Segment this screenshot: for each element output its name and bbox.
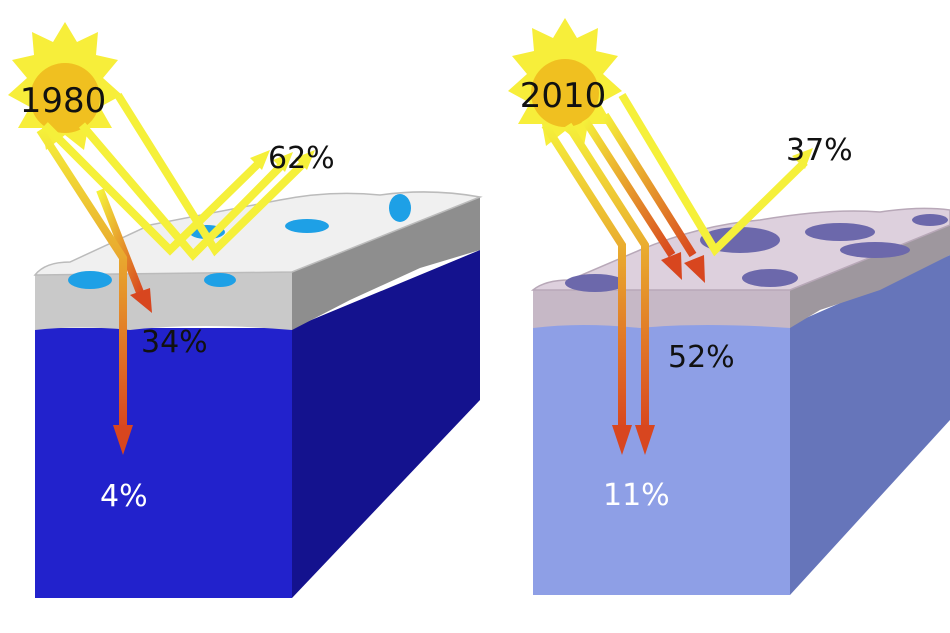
reflected-beams [618,92,813,257]
absorbed-ocean-arrow [36,127,133,455]
reflected-beam [78,122,288,261]
reflected-percent: 37% [786,133,853,168]
melt-ponds [565,214,948,292]
arrowhead [130,288,152,313]
melt-pond [565,274,625,292]
melt-pond [389,194,411,222]
reflected-beam [618,92,808,257]
absorbed-ice-percent: 34% [141,325,208,360]
reflected-percent: 62% [268,141,335,176]
absorbed-ocean-arrows [541,122,655,455]
arrowhead [250,150,270,170]
absorbed-beam [36,127,127,430]
ice-front-face [533,290,790,328]
sun-core [30,63,100,133]
absorbed-ice-arrows [581,112,705,283]
water-front-face [533,325,790,595]
absorbed-beam [581,117,676,258]
ice-top-surface [33,191,483,276]
arrowhead [273,152,293,172]
arrowhead [684,255,705,283]
water-side-face [292,250,480,598]
melt-pond [285,219,329,233]
ice-side-face [790,225,950,328]
melt-pond [204,273,236,287]
year-label: 2010 [520,76,607,116]
sun: 1980 [8,22,122,150]
melt-pond [805,223,875,241]
absorbed-beam [96,188,145,297]
melt-pond [912,214,948,226]
melt-pond [840,242,910,258]
sun-core [531,59,599,127]
arrowhead [661,252,682,280]
absorbed-beam [541,122,626,430]
sun: 2010 [508,18,622,146]
ice-block [530,207,950,595]
absorbed-beam [564,122,649,430]
arrowhead [612,425,632,455]
reflected-beam [42,122,265,256]
ice-block [33,191,483,598]
water-side-face [790,255,950,595]
absorbed-ice-arrow [96,188,152,313]
reflected-beam [114,92,310,257]
arrowhead [635,425,655,455]
water-front-face [35,328,292,598]
arrowhead [792,148,813,169]
panel-1980: 1980 62% 34% 4% [8,22,483,598]
reflected-arrowheads [250,150,315,172]
arrowhead [113,425,133,455]
absorbed-beam [601,112,697,258]
melt-pond [68,271,112,289]
absorbed-ice-percent: 52% [668,340,735,375]
year-label: 1980 [20,81,107,121]
ice-side-face [292,197,480,330]
arrowhead [295,150,315,170]
absorbed-ocean-percent: 11% [603,478,670,513]
panel-2010: 2010 37% 52% 11% [508,18,950,595]
absorbed-ocean-percent: 4% [100,479,148,514]
melt-pond [742,269,798,287]
reflected-beams [42,92,310,261]
